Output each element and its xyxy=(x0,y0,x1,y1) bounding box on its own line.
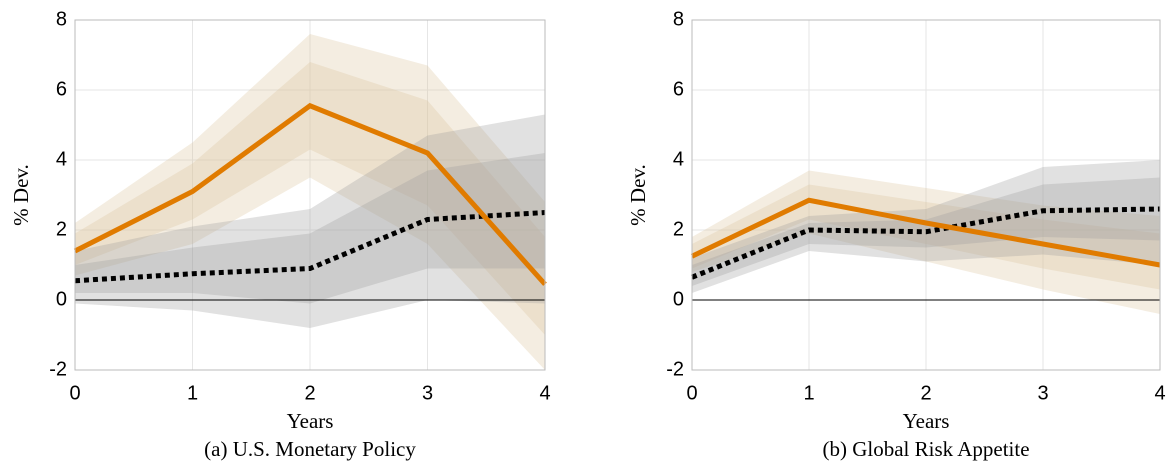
confidence-band xyxy=(692,184,1160,290)
chart-title: (b) Global Risk Appetite xyxy=(822,437,1029,461)
x-tick-label: 4 xyxy=(539,382,550,404)
plot-frame xyxy=(74,19,546,371)
x-tick-label: 0 xyxy=(69,382,80,404)
confidence-band xyxy=(692,160,1160,293)
y-tick-label: 0 xyxy=(56,288,67,310)
confidence-band xyxy=(75,62,545,335)
x-tick-label: 3 xyxy=(1037,382,1048,404)
confidence-band xyxy=(692,170,1160,314)
y-tick-label: -2 xyxy=(666,358,684,380)
confidence-band xyxy=(75,153,545,304)
y-tick-label: -2 xyxy=(49,358,67,380)
x-tick-label: 2 xyxy=(920,382,931,404)
x-tick-label: 1 xyxy=(803,382,814,404)
y-tick-label: 0 xyxy=(673,288,684,310)
y-tick-label: 2 xyxy=(673,218,684,240)
chart-title: (a) U.S. Monetary Policy xyxy=(204,437,416,461)
y-tick-label: 4 xyxy=(56,148,67,170)
y-tick-label: 2 xyxy=(56,218,67,240)
confidence-band xyxy=(75,34,545,370)
y-tick-label: 6 xyxy=(56,78,67,100)
x-tick-label: 2 xyxy=(304,382,315,404)
y-tick-label: 8 xyxy=(673,8,684,30)
x-axis-label: Years xyxy=(903,409,950,433)
line xyxy=(690,197,1161,268)
line xyxy=(73,102,547,286)
y-tick-label: 8 xyxy=(56,8,67,30)
x-tick-label: 1 xyxy=(187,382,198,404)
line xyxy=(691,206,1161,280)
x-tick-label: 4 xyxy=(1154,382,1165,404)
x-axis-label: Years xyxy=(287,409,334,433)
y-tick-label: 4 xyxy=(673,148,684,170)
y-axis-label: % Dev. xyxy=(626,164,650,226)
y-axis-label: % Dev. xyxy=(9,164,33,226)
x-tick-label: 3 xyxy=(422,382,433,404)
y-tick-label: 6 xyxy=(673,78,684,100)
line xyxy=(74,210,546,284)
plot-frame xyxy=(691,19,1161,371)
x-tick-label: 0 xyxy=(686,382,697,404)
